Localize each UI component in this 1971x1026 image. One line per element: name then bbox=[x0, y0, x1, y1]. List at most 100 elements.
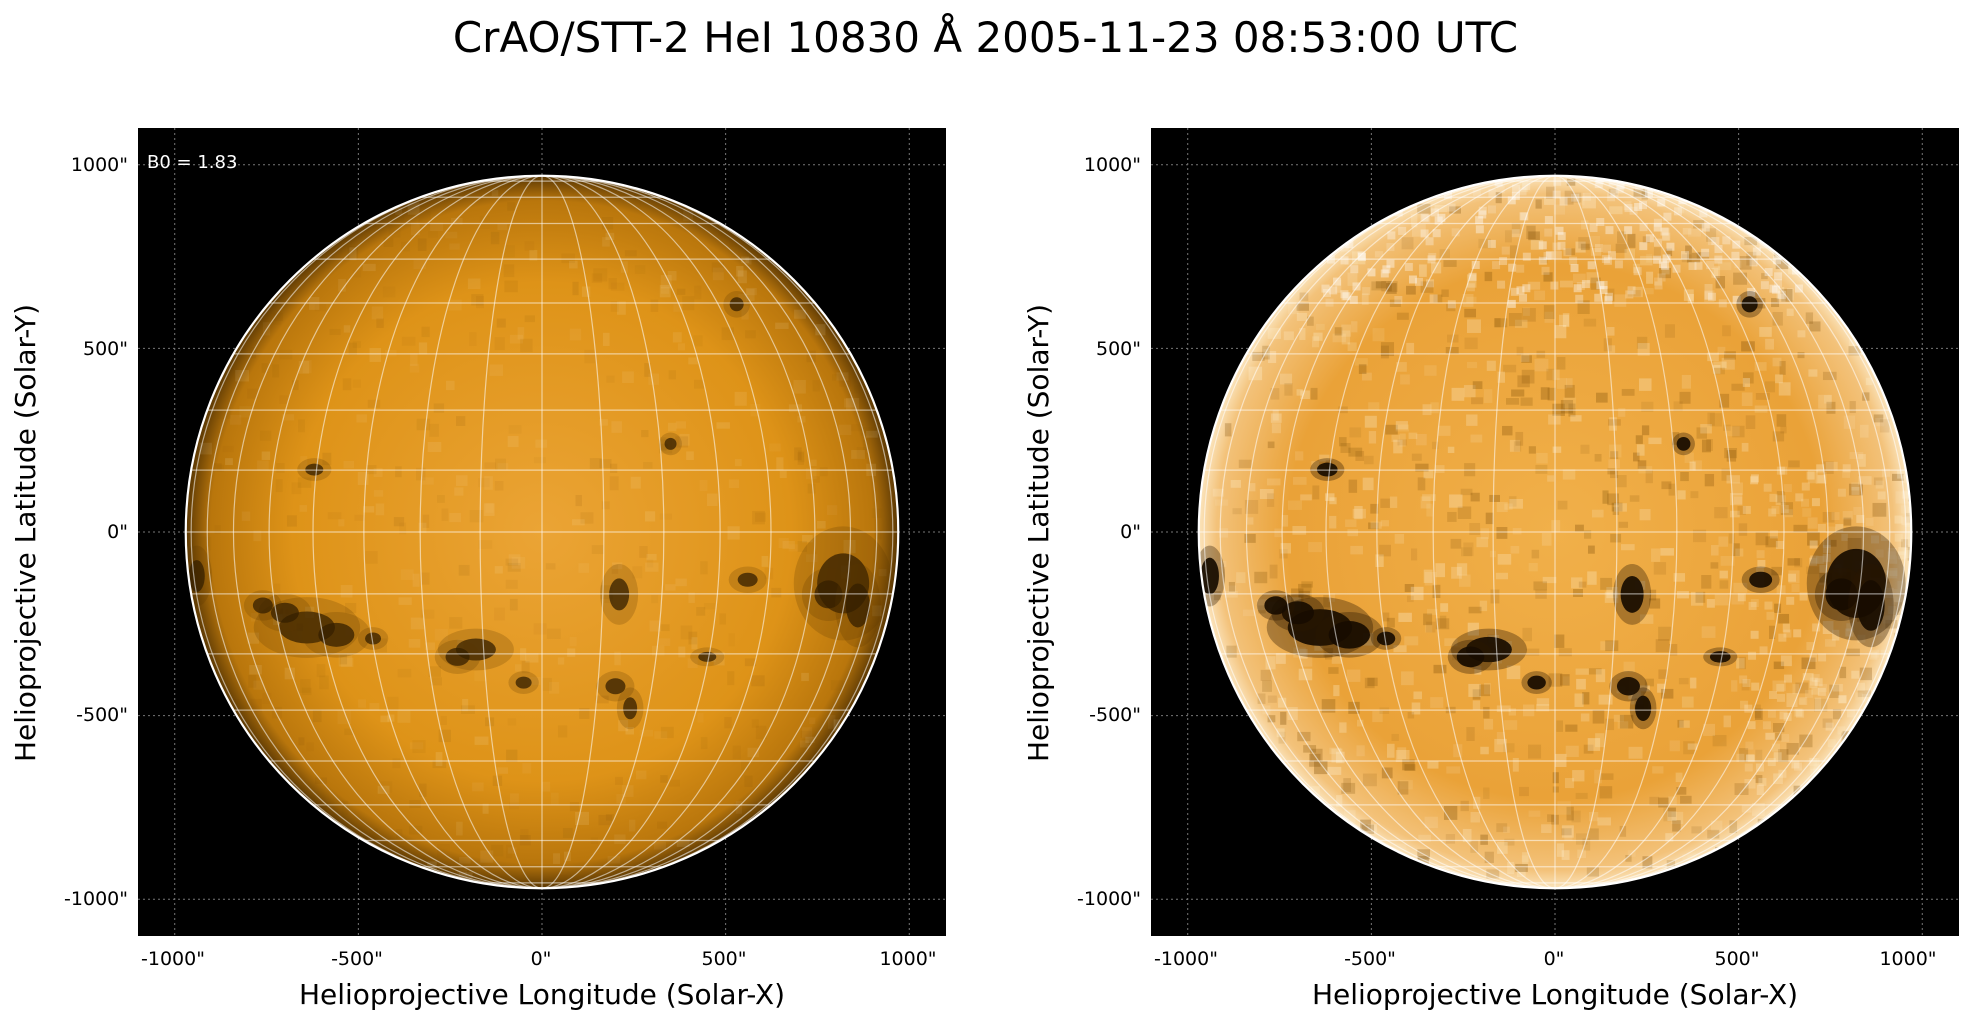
polar-brightening bbox=[1786, 204, 1795, 213]
polar-brightening bbox=[1701, 248, 1710, 257]
polar-brightening bbox=[1677, 183, 1686, 192]
mottle bbox=[860, 427, 873, 436]
mottle bbox=[1712, 734, 1727, 747]
mottle bbox=[572, 281, 579, 296]
mottle bbox=[1637, 460, 1647, 469]
mottle bbox=[1786, 693, 1798, 708]
polar-brightening bbox=[1451, 228, 1460, 237]
polar-brightening bbox=[1604, 296, 1613, 305]
mottle bbox=[329, 328, 341, 336]
mottle bbox=[1333, 685, 1340, 697]
limb-brightening bbox=[1799, 592, 1808, 601]
limb-brightening bbox=[1898, 706, 1907, 715]
limb-brightening bbox=[1779, 711, 1788, 720]
mottle bbox=[1599, 786, 1613, 799]
polar-brightening bbox=[1672, 187, 1681, 196]
polar-brightening bbox=[1387, 231, 1396, 240]
mottle bbox=[1805, 312, 1814, 324]
mottle bbox=[1578, 237, 1591, 249]
mottle bbox=[284, 667, 295, 680]
polar-brightening bbox=[1478, 206, 1487, 215]
mottle bbox=[609, 476, 619, 491]
mottle bbox=[1651, 548, 1661, 562]
mottle bbox=[614, 834, 626, 845]
mottle bbox=[1696, 252, 1710, 259]
dark-feature-halo bbox=[728, 566, 767, 594]
mottle bbox=[1610, 470, 1619, 479]
graticule bbox=[1198, 175, 1912, 889]
mottle bbox=[1467, 361, 1478, 369]
mottle bbox=[688, 357, 698, 365]
mottle bbox=[1907, 507, 1912, 515]
mottle bbox=[1467, 319, 1481, 333]
mottle bbox=[1279, 549, 1288, 559]
mottle bbox=[1667, 807, 1676, 817]
mottle bbox=[1693, 220, 1705, 229]
mottle bbox=[1583, 744, 1594, 754]
limb-brightening bbox=[1905, 627, 1912, 636]
mottle bbox=[1600, 577, 1613, 590]
mottle bbox=[348, 342, 357, 355]
mottle bbox=[675, 436, 689, 448]
polar-brightening bbox=[1667, 185, 1676, 194]
mottle bbox=[1872, 502, 1887, 517]
mottle bbox=[1574, 693, 1584, 707]
mottle bbox=[1522, 308, 1536, 322]
limb-brightening bbox=[1784, 509, 1793, 518]
mottle bbox=[1401, 237, 1414, 250]
mottle bbox=[1521, 855, 1530, 862]
mottle bbox=[667, 270, 677, 281]
mottle bbox=[793, 380, 806, 394]
mottle bbox=[1543, 272, 1553, 282]
polar-brightening bbox=[1654, 281, 1663, 290]
mottle bbox=[1649, 598, 1661, 609]
polar-brightening bbox=[1327, 211, 1336, 220]
limb-brightening bbox=[1742, 505, 1751, 514]
mottle bbox=[1440, 603, 1449, 612]
mottle bbox=[1461, 547, 1473, 557]
polar-brightening bbox=[1627, 286, 1636, 295]
mottle bbox=[1681, 374, 1691, 389]
mottle bbox=[1344, 258, 1358, 266]
mottle bbox=[1433, 294, 1443, 303]
mottle bbox=[1278, 697, 1287, 708]
polar-brightening bbox=[1510, 287, 1519, 296]
mottle bbox=[1386, 283, 1397, 294]
mottle bbox=[1338, 437, 1347, 447]
mottle bbox=[591, 545, 604, 555]
limb-brightening bbox=[1905, 523, 1912, 532]
polar-brightening bbox=[1420, 213, 1429, 222]
mottle bbox=[273, 583, 281, 596]
mottle bbox=[1371, 281, 1382, 291]
mottle bbox=[1520, 354, 1530, 362]
polar-brightening bbox=[1475, 216, 1484, 225]
mottle bbox=[494, 458, 506, 470]
mottle bbox=[696, 606, 706, 616]
limb-brightening bbox=[1904, 690, 1912, 699]
mottle bbox=[1430, 697, 1444, 708]
mottle bbox=[1807, 531, 1820, 546]
limb-brightening bbox=[1744, 704, 1753, 713]
mottle bbox=[844, 398, 854, 408]
mottle bbox=[1778, 749, 1789, 762]
mottle bbox=[1410, 548, 1418, 561]
mottle bbox=[1576, 678, 1586, 690]
mottle bbox=[1629, 495, 1640, 502]
mottle bbox=[1268, 350, 1277, 364]
mottle bbox=[584, 349, 597, 364]
mottle bbox=[1775, 259, 1789, 270]
dark-feature-halo bbox=[616, 687, 644, 730]
mottle bbox=[1267, 327, 1281, 339]
polar-brightening bbox=[1335, 193, 1344, 202]
mottle bbox=[1402, 759, 1415, 771]
mottle bbox=[1707, 352, 1719, 362]
mottle bbox=[658, 638, 671, 647]
polar-brightening bbox=[1432, 229, 1441, 238]
mottle bbox=[1685, 245, 1692, 253]
polar-brightening bbox=[1492, 261, 1501, 270]
mottle bbox=[1657, 683, 1666, 693]
mottle bbox=[1655, 639, 1670, 653]
limb-brightening bbox=[1771, 505, 1780, 514]
polar-brightening bbox=[1357, 253, 1366, 262]
limb-brightening bbox=[1865, 517, 1874, 526]
